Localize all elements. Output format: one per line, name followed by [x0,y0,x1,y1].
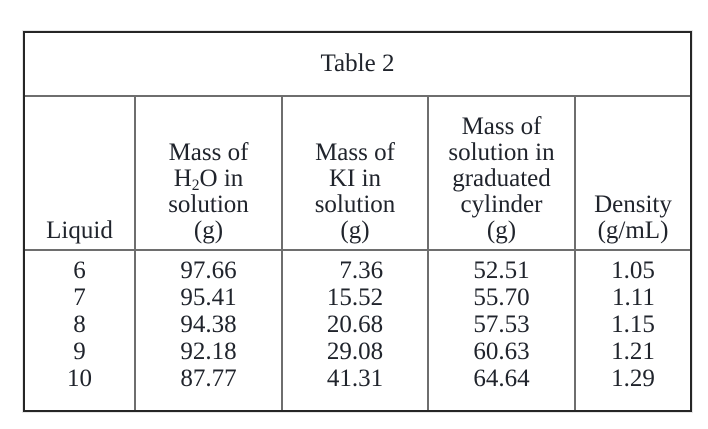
header-line: H2O in [173,165,244,194]
header-line: solution [314,191,396,218]
data-table: Table 2 Liquid Mass of H2O in solution (g) … [23,31,692,412]
cell-value: 15.52 [326,284,384,311]
header-cell-liquid: Liquid [25,97,136,249]
cell-value: 52.51 [473,257,530,284]
cell-value: 6 [73,257,86,284]
cell-value: 97.66 [180,257,237,284]
header-cell-density: Density (g/mL) [576,97,690,249]
cell-value: 20.68 [326,311,384,338]
cell-value: 94.38 [180,311,237,338]
header-line: KI in [328,165,382,192]
header-cell-ki-mass: Mass of KI in solution (g) [283,97,429,249]
column-values: 52.51 55.70 57.53 60.63 64.64 [473,257,529,392]
table-title: Table 2 [320,50,395,77]
data-column-density: 1.05 1.11 1.15 1.21 1.29 [576,251,690,410]
column-values: 6 7 8 9 10 [67,257,92,392]
data-column-liquid: 6 7 8 9 10 [25,251,136,410]
header-line: solution [168,191,249,218]
cell-value: 1.11 [612,284,655,311]
header-line: (g) [486,217,517,244]
header-line: Mass of [168,139,249,166]
cell-value: 1.29 [611,365,655,392]
header-cell-cylinder-mass: Mass of solution in graduated cylinder (g) [429,97,576,249]
header-line: Density [594,191,672,218]
cell-value: 29.08 [326,338,384,365]
cell-value: 57.53 [473,311,530,338]
header-line: Mass of [461,113,542,140]
header-line: (g) [340,217,370,244]
header-line: graduated [452,165,551,192]
cell-value: 7.36 [339,257,384,284]
header-line: (g) [193,217,224,244]
data-column-h2o-mass: 97.66 95.41 94.38 92.18 87.77 [136,251,283,410]
cell-value: 7 [73,284,86,311]
cell-value: 8 [73,311,86,338]
cell-value: 92.18 [180,338,237,365]
cell-value: 60.63 [473,338,530,365]
cell-value: 64.64 [473,365,530,392]
header-line: Mass of [315,139,395,166]
cell-value: 1.05 [611,257,655,284]
cell-value: 95.41 [180,284,237,311]
header-line: solution in [448,139,555,166]
data-column-ki-mass: 7.36 15.52 20.68 29.08 41.31 [283,251,429,410]
header-line: Liquid [46,217,113,244]
cell-value: 1.21 [611,338,655,365]
column-values: 97.66 95.41 94.38 92.18 87.77 [180,257,236,392]
cell-value: 9 [73,338,86,365]
cell-value: 87.77 [180,365,237,392]
header-line: cylinder [460,191,543,218]
column-values: 7.36 15.52 20.68 29.08 41.31 [327,257,383,392]
header-cell-h2o-mass: Mass of H2O in solution (g) [136,97,283,249]
cell-value: 55.70 [473,284,530,311]
column-values: 1.05 1.11 1.15 1.21 1.29 [611,257,655,392]
cell-value: 10 [67,365,92,392]
table-title-row: Table 2 [25,33,690,97]
cell-value: 41.31 [326,365,384,392]
cell-value: 1.15 [611,311,655,338]
table-header-row: Liquid Mass of H2O in solution (g) Mass of K… [25,97,690,251]
header-line: (g/mL) [597,217,669,244]
data-column-cylinder-mass: 52.51 55.70 57.53 60.63 64.64 [429,251,576,410]
table-body: 6 7 8 9 10 97.66 95.41 94.38 92.18 87.77 7.36 15.… [25,251,690,410]
